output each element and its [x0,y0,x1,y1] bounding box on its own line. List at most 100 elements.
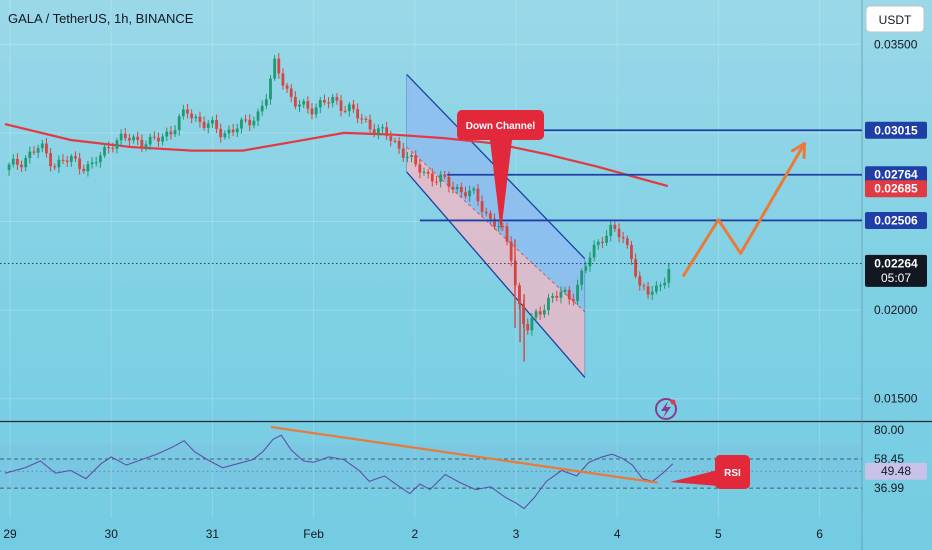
candle-body [601,241,604,243]
candle-body [472,188,476,191]
candle-body [140,139,144,148]
candle-body [69,156,73,162]
projection [681,142,806,278]
price-tag-label: 0.02264 [874,256,918,270]
candle-body [551,295,555,298]
candle-body [555,295,559,298]
candle-body [501,226,505,228]
price-tag-label: 0.02506 [874,213,918,227]
candle-body [505,226,509,242]
time-tick-label: Feb [303,527,324,541]
price-tag-ma [865,180,927,198]
candle-body [186,109,189,114]
candle-body [115,140,119,149]
candle-body [293,96,297,107]
candle-body [61,159,65,161]
candle-body [144,144,148,148]
channel-upper-fill [406,74,585,312]
candle-body [264,99,268,106]
candle-body [260,105,264,112]
time-tick-label: 6 [816,527,823,541]
candle-body [339,100,343,111]
time-tick-label: 30 [105,527,119,541]
candle-body [476,188,480,202]
candle-body [103,147,106,156]
candle-body [642,285,646,287]
candle-body [406,156,409,158]
candle-body [53,166,57,168]
candle-body [161,136,165,142]
candle-body [74,156,77,159]
candle-body [484,211,488,214]
candle-body [605,235,608,243]
candle-body [128,138,131,141]
candle-body [219,128,223,138]
candle-body [314,107,318,115]
candle-body [493,218,496,227]
candles [7,53,671,362]
candle-body [306,101,310,109]
time-tick-label: 3 [513,527,520,541]
candle-body [11,158,15,165]
candle-body [414,155,418,165]
candle-body [588,257,592,267]
candle-body [323,100,326,103]
rsi-divergence-line [270,425,658,484]
price-tag-label: 0.03015 [874,123,918,137]
time-tick-label: 4 [614,527,621,541]
candle-body [567,289,571,300]
candle-body [609,224,613,236]
candle-body [227,129,231,134]
candle-body [111,147,115,149]
candle-body [430,173,434,182]
candle-body [269,78,272,100]
candle-body [497,226,501,228]
candle-body [559,291,563,298]
flash-icon[interactable] [655,398,677,420]
candle-body [451,186,455,190]
currency-button[interactable]: USDT [865,5,925,33]
candle-body [107,147,111,149]
candle-body [49,153,52,167]
time-tick-label: 2 [411,527,418,541]
candle-body [480,201,484,212]
candle-body [393,140,397,142]
candle-body [422,171,426,173]
moving-average [4,122,669,188]
candle-body [244,119,247,121]
candle-body [190,113,194,119]
candle-body [667,269,671,283]
candle-body [335,97,339,101]
candle-body [169,131,173,135]
candle-body [240,119,243,129]
candle-body [132,136,135,141]
candle-body [352,104,355,110]
price-tag-level [865,166,927,184]
candle-body [15,158,19,165]
price-tag-last [865,254,927,287]
price-tick-label: 0.03500 [874,37,918,51]
rsi-callout-label: RSI [724,468,741,479]
candle-body [634,259,638,277]
candle-body [181,109,185,117]
candle-body [530,317,534,331]
candle-body [435,181,438,183]
time-tick-label: 5 [715,527,722,541]
candle-body [223,133,227,138]
down-channel-pointer [490,140,512,232]
projection-arrow-head [790,142,806,160]
down-channel-label: Down Channel [466,121,536,132]
candle-body [376,128,380,135]
candle-body [542,310,546,315]
candle-body [173,130,177,135]
channel-lower-line [406,171,586,378]
rsi-tick-label: 36.99 [874,481,904,495]
candle-body [327,102,330,104]
candle-body [389,136,393,141]
candle-body [439,174,443,182]
candle-body [459,186,463,193]
rsi-pointer [670,470,718,486]
time-tick-label: 31 [206,527,220,541]
currency-label[interactable]: USDT [879,13,912,27]
